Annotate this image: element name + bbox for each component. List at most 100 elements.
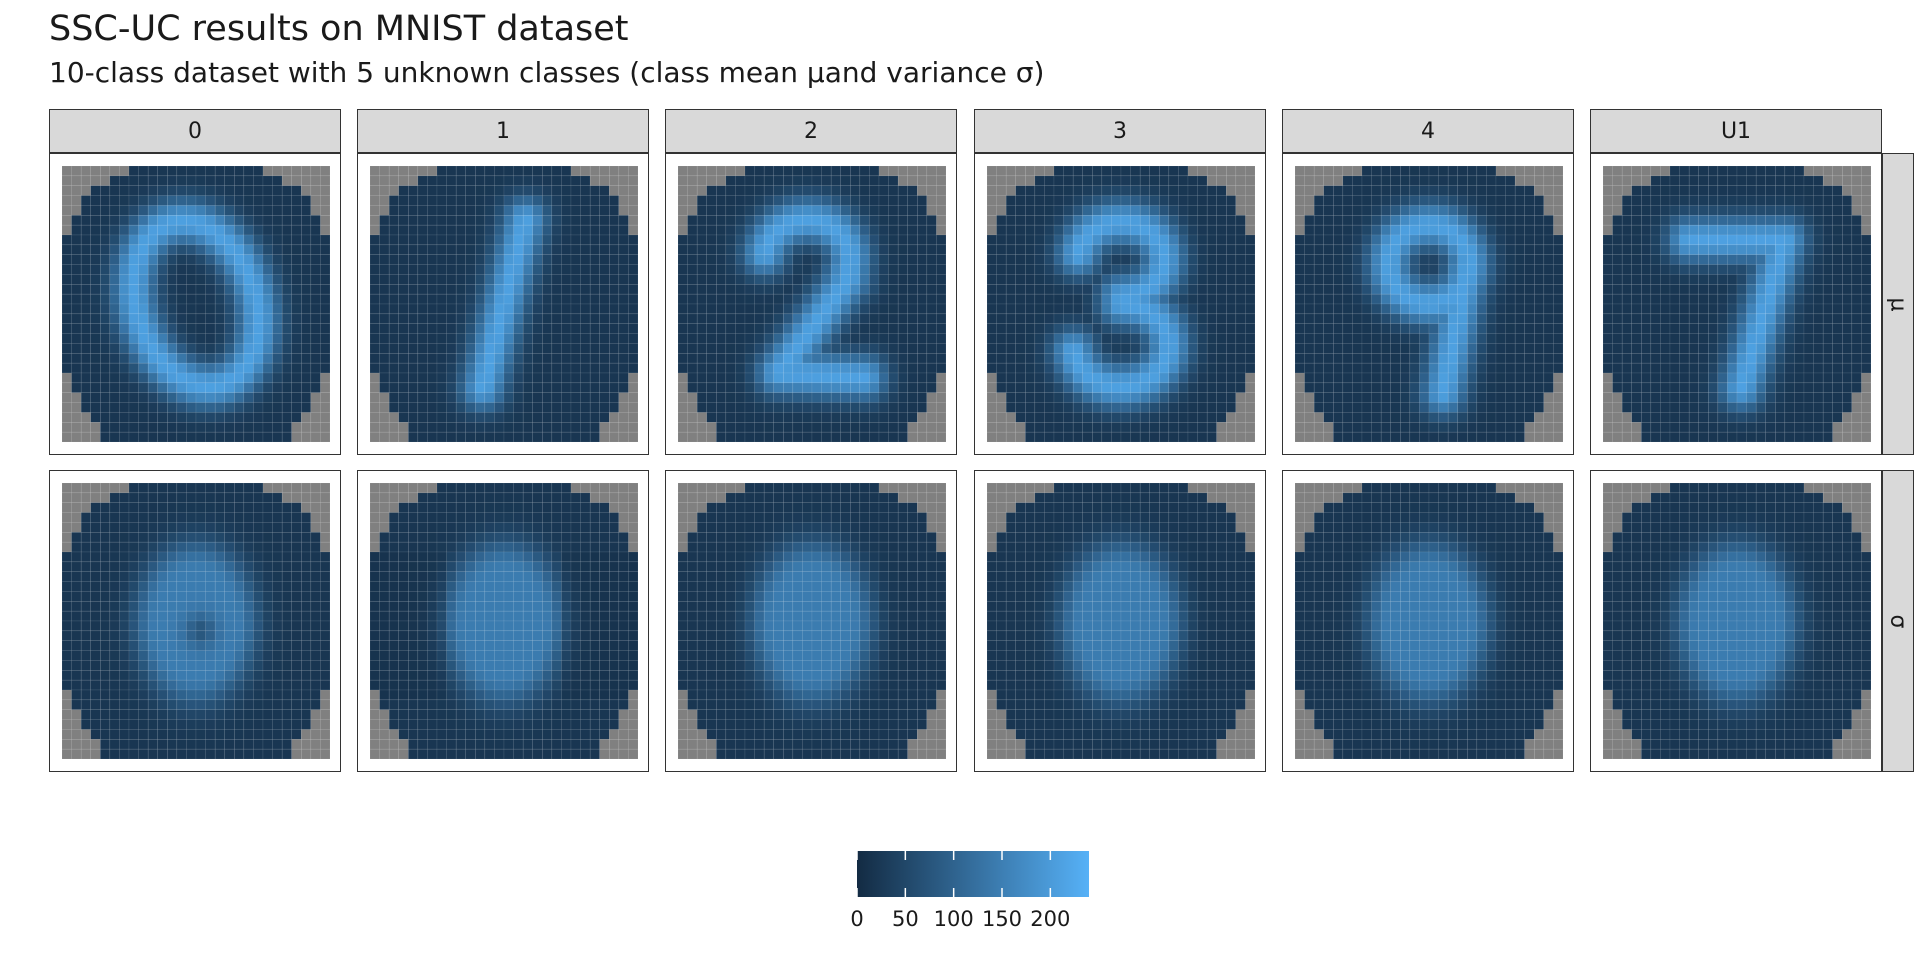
heatmap-cell: [388, 362, 400, 374]
heatmap-cell: [195, 343, 206, 354]
heatmap-cell: [224, 362, 235, 374]
heatmap-cell: [1419, 412, 1430, 423]
heatmap-cell: [1332, 205, 1344, 216]
heatmap-cell: [1015, 382, 1026, 394]
heatmap-cell: [715, 214, 727, 226]
heatmap-cell: [99, 185, 111, 196]
heatmap-cell: [1727, 323, 1738, 334]
heatmap-cell: [1679, 431, 1690, 442]
heatmap-cell: [1851, 352, 1862, 364]
heatmap-cell: [1603, 382, 1613, 394]
heatmap-cell: [1438, 175, 1449, 187]
heatmap-cell: [996, 244, 1007, 256]
heatmap-cell: [763, 234, 775, 246]
heatmap-cell: [1832, 254, 1843, 265]
heatmap-cell: [1139, 244, 1151, 256]
heatmap-cell: [1755, 362, 1767, 374]
heatmap-cell: [1727, 412, 1738, 423]
heatmap-cell: [1438, 421, 1449, 433]
heatmap-cell: [1352, 293, 1363, 305]
heatmap-cell: [166, 502, 178, 513]
heatmap-cell: [1082, 382, 1093, 394]
heatmap-cell: [763, 283, 775, 295]
heatmap-cell: [1707, 234, 1719, 246]
heatmap-cell: [1803, 372, 1814, 384]
heatmap-cell: [1120, 166, 1131, 177]
heatmap-cell: [128, 352, 139, 364]
heatmap-cell: [888, 254, 899, 265]
heatmap-cell: [224, 274, 235, 285]
heatmap-cell: [1178, 293, 1189, 305]
heatmap-cell: [407, 352, 419, 364]
heatmap-cell: [1361, 224, 1372, 236]
heatmap-cell: [782, 313, 794, 325]
heatmap-cell: [147, 421, 159, 433]
heatmap-cell: [1698, 214, 1709, 226]
heatmap-cell: [936, 402, 946, 413]
heatmap-cell: [878, 166, 889, 177]
heatmap-cell: [1621, 362, 1633, 374]
heatmap-cell: [1447, 313, 1459, 325]
heatmap-cell: [398, 382, 409, 394]
heatmap-cell: [205, 502, 216, 513]
heatmap-cell: [706, 431, 717, 442]
heatmap-cell: [407, 224, 419, 236]
heatmap-cell: [1332, 402, 1344, 413]
heatmap-cell: [1419, 274, 1430, 285]
heatmap-cell: [1111, 234, 1122, 246]
heatmap-cell: [62, 205, 72, 216]
heatmap-cell: [754, 254, 765, 265]
heatmap-cell: [926, 224, 937, 236]
heatmap-cell: [1650, 343, 1661, 354]
heatmap-cell: [599, 214, 610, 226]
heatmap-cell: [859, 234, 870, 246]
heatmap-cell: [1197, 303, 1208, 315]
heatmap-cell: [195, 274, 206, 285]
heatmap-cell: [561, 402, 572, 413]
heatmap-cell: [744, 185, 755, 196]
heatmap-cell: [1688, 323, 1700, 334]
heatmap-cell: [195, 531, 206, 543]
heatmap-cell: [754, 362, 765, 374]
heatmap-cell: [1447, 402, 1459, 413]
heatmap-cell: [166, 392, 178, 403]
heatmap-cell: [1803, 402, 1814, 413]
heatmap-cell: [310, 541, 321, 553]
heatmap-cell: [436, 323, 447, 334]
heatmap-cell: [1216, 313, 1227, 325]
heatmap-cell: [1158, 205, 1170, 216]
heatmap-cell: [782, 392, 794, 403]
heatmap-cell: [1111, 412, 1122, 423]
heatmap-cell: [1621, 313, 1633, 325]
heatmap-cell: [1216, 392, 1227, 403]
heatmap-cell: [1235, 224, 1246, 236]
heatmap-cell: [1005, 185, 1017, 196]
heatmap-cell: [176, 313, 187, 325]
heatmap-cell: [1034, 333, 1045, 344]
heatmap-cell: [1295, 431, 1305, 442]
heatmap-cell: [792, 205, 803, 216]
heatmap-cell: [1774, 343, 1786, 354]
heatmap-cell: [1216, 323, 1227, 334]
heatmap-cell: [1495, 274, 1506, 285]
heatmap-cell: [996, 234, 1007, 246]
heatmap-cell: [830, 412, 842, 423]
heatmap-cell: [744, 323, 755, 334]
heatmap-cell: [1091, 421, 1103, 433]
heatmap-cell: [80, 323, 92, 334]
heatmap-cell: [224, 166, 235, 177]
heatmap-cell: [1688, 264, 1700, 275]
heatmap-cell: [80, 166, 92, 177]
heatmap-cell: [1225, 303, 1237, 315]
heatmap-cell: [1187, 185, 1198, 196]
heatmap-cell: [561, 234, 572, 246]
heatmap-cell: [1640, 323, 1652, 334]
heatmap-cell: [897, 234, 909, 246]
heatmap-cell: [715, 224, 727, 236]
heatmap-cell: [427, 234, 438, 246]
heatmap-cell: [1245, 283, 1255, 295]
heatmap-cell: [608, 392, 620, 403]
heatmap-cell: [532, 382, 543, 394]
heatmap-cell: [1621, 205, 1633, 216]
heatmap-cell: [1187, 313, 1198, 325]
